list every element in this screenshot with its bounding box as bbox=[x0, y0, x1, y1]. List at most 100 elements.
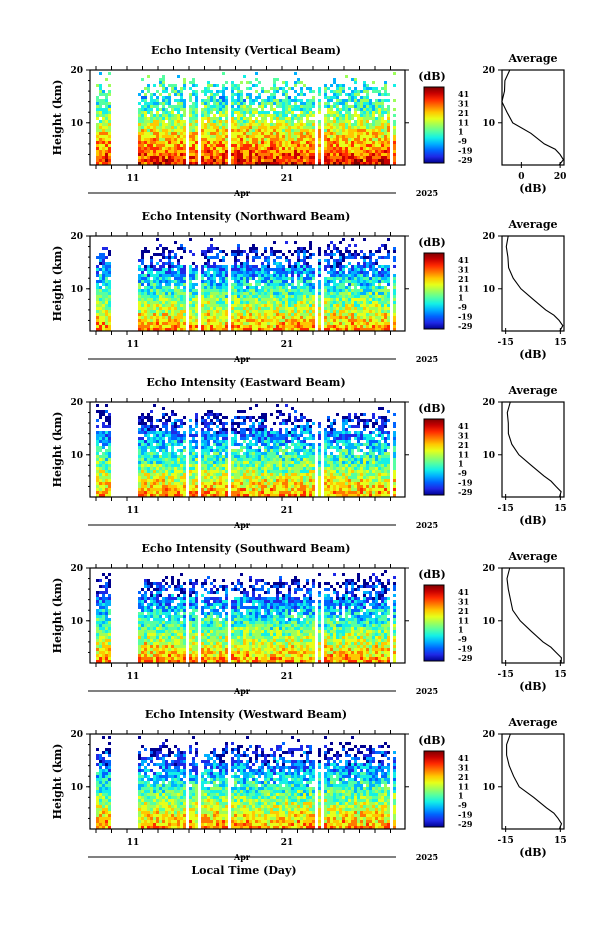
heatmap-cell bbox=[156, 271, 159, 274]
heatmap-cell bbox=[216, 102, 219, 105]
heatmap-cell bbox=[201, 144, 204, 147]
heatmap-cell bbox=[249, 138, 252, 141]
heatmap-cell bbox=[210, 437, 213, 440]
heatmap-cell bbox=[144, 322, 147, 325]
heatmap-cell bbox=[318, 135, 321, 138]
heatmap-cell bbox=[345, 138, 348, 141]
heatmap-cell bbox=[159, 244, 162, 247]
heatmap-cell bbox=[324, 138, 327, 141]
heatmap-cell bbox=[270, 274, 273, 277]
heatmap-cell bbox=[291, 126, 294, 129]
heatmap-cell bbox=[213, 147, 216, 150]
heatmap-cell bbox=[375, 90, 378, 93]
heatmap-cell bbox=[393, 108, 396, 111]
heatmap-cell bbox=[216, 286, 219, 289]
heatmap-cell bbox=[252, 250, 255, 253]
heatmap-cell bbox=[252, 256, 255, 259]
heatmap-cell bbox=[144, 111, 147, 114]
heatmap-cell bbox=[273, 298, 276, 301]
heatmap-cell bbox=[249, 96, 252, 99]
heatmap-cell bbox=[144, 304, 147, 307]
heatmap-cell bbox=[204, 93, 207, 96]
heatmap-cell bbox=[174, 325, 177, 328]
heatmap-cell bbox=[291, 162, 294, 165]
heatmap-cell bbox=[102, 307, 105, 310]
heatmap-cell bbox=[279, 280, 282, 283]
heatmap-cell bbox=[357, 135, 360, 138]
heatmap-cell bbox=[108, 123, 111, 126]
average-x-tick-label: 0 bbox=[518, 172, 524, 182]
heatmap-cell bbox=[375, 102, 378, 105]
heatmap-cell bbox=[357, 156, 360, 159]
heatmap-cell bbox=[273, 84, 276, 87]
heatmap-cell bbox=[342, 280, 345, 283]
heatmap-cell bbox=[159, 283, 162, 286]
heatmap-cell bbox=[192, 286, 195, 289]
heatmap-cell bbox=[141, 425, 144, 428]
heatmap-cell bbox=[297, 313, 300, 316]
heatmap-cell bbox=[159, 461, 162, 464]
heatmap-cell bbox=[354, 298, 357, 301]
heatmap-cell bbox=[102, 470, 105, 473]
heatmap-cell bbox=[285, 286, 288, 289]
heatmap-cell bbox=[144, 117, 147, 120]
heatmap-cell bbox=[171, 153, 174, 156]
heatmap-cell bbox=[252, 310, 255, 313]
heatmap-cell bbox=[192, 464, 195, 467]
heatmap-cell bbox=[141, 253, 144, 256]
heatmap-cell bbox=[357, 114, 360, 117]
heatmap-cell bbox=[276, 123, 279, 126]
heatmap-cell bbox=[255, 298, 258, 301]
heatmap-cell bbox=[393, 150, 396, 153]
heatmap-cell bbox=[288, 105, 291, 108]
heatmap-cell bbox=[309, 286, 312, 289]
heatmap-cell bbox=[216, 292, 219, 295]
heatmap-cell bbox=[387, 295, 390, 298]
heatmap-cell bbox=[363, 271, 366, 274]
heatmap-cell bbox=[204, 328, 207, 331]
heatmap-cell bbox=[210, 295, 213, 298]
heatmap-cell bbox=[351, 96, 354, 99]
heatmap-cell bbox=[177, 135, 180, 138]
heatmap-cell bbox=[141, 292, 144, 295]
heatmap-cell bbox=[393, 84, 396, 87]
heatmap-cell bbox=[189, 123, 192, 126]
heatmap-cell bbox=[168, 262, 171, 265]
heatmap-cell bbox=[204, 319, 207, 322]
heatmap-cell bbox=[342, 123, 345, 126]
heatmap-cell bbox=[258, 307, 261, 310]
heatmap-cell bbox=[267, 135, 270, 138]
heatmap-cell bbox=[153, 431, 156, 434]
heatmap-cell bbox=[108, 102, 111, 105]
heatmap-cell bbox=[264, 129, 267, 132]
heatmap-cell bbox=[342, 84, 345, 87]
heatmap-cell bbox=[318, 250, 321, 253]
heatmap-cell bbox=[102, 162, 105, 165]
heatmap-cell bbox=[324, 129, 327, 132]
heatmap-cell bbox=[168, 141, 171, 144]
heatmap-cell bbox=[141, 470, 144, 473]
heatmap-cell bbox=[327, 126, 330, 129]
heatmap-cell bbox=[99, 482, 102, 485]
heatmap-cell bbox=[297, 150, 300, 153]
heatmap-cell bbox=[180, 467, 183, 470]
heatmap-cell bbox=[213, 99, 216, 102]
heatmap-cell bbox=[270, 268, 273, 271]
heatmap-cell bbox=[180, 105, 183, 108]
heatmap-cell bbox=[177, 274, 180, 277]
heatmap-cell bbox=[147, 485, 150, 488]
heatmap-cell bbox=[246, 271, 249, 274]
heatmap-cell bbox=[159, 153, 162, 156]
average-title: Average bbox=[507, 218, 557, 231]
heatmap-cell bbox=[165, 156, 168, 159]
heatmap-cell bbox=[258, 322, 261, 325]
heatmap-cell bbox=[153, 141, 156, 144]
heatmap-cell bbox=[303, 111, 306, 114]
heatmap-cell bbox=[264, 301, 267, 304]
heatmap-cell bbox=[381, 280, 384, 283]
heatmap-cell bbox=[267, 123, 270, 126]
heatmap-cell bbox=[156, 283, 159, 286]
heatmap-cell bbox=[372, 286, 375, 289]
heatmap-cell bbox=[273, 132, 276, 135]
panel-title: Echo Intensity (Northward Beam) bbox=[142, 210, 351, 223]
